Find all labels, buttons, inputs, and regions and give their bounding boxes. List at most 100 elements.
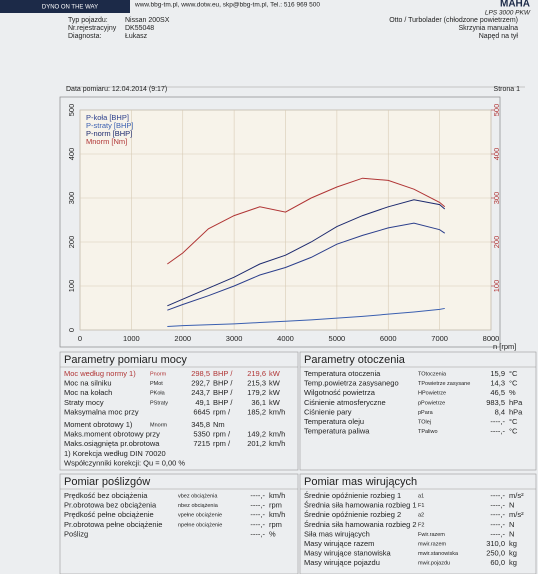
- cell-value: 250,0: [486, 549, 505, 558]
- cell-unit: N: [509, 520, 514, 529]
- legend-entry: P-straty [BHP]: [86, 121, 134, 130]
- x-tick-label: 4000: [277, 334, 294, 343]
- x-tick-label: 0: [78, 334, 82, 343]
- cell-symbol: PMot: [150, 381, 163, 387]
- contact: www.bbg-tm.pl, www.dotw.eu, skp@bbg-tm.p…: [134, 2, 320, 9]
- cell-label: 1) Korekcja według DIN 70020: [64, 449, 166, 458]
- y2-tick-label: 300: [492, 192, 501, 205]
- cell-unit: rpm: [269, 520, 282, 529]
- cell-value: 6645: [193, 407, 210, 416]
- cell-label: Temperatura oleju: [304, 417, 364, 426]
- y2-tick-label: 500: [492, 104, 501, 117]
- cell-value: 292,7: [191, 379, 210, 388]
- cell-symbol: TOlej: [418, 419, 431, 425]
- cell-label: Temperatura paliwa: [304, 427, 370, 436]
- cell-unit: hPa: [509, 407, 523, 416]
- logo: DYNO ON THE WAY: [42, 5, 98, 11]
- cell-label: Współczynniki korekcji: Qu = 0,00 %: [64, 458, 185, 467]
- cell-unit: m/s²: [509, 491, 524, 500]
- cell-unit2: kW: [269, 388, 281, 397]
- series-line: [167, 222, 446, 311]
- cell-value: 15,9: [490, 369, 505, 378]
- cell-value: ----,-: [250, 501, 265, 510]
- cell-symbol: a1: [418, 493, 424, 499]
- cell-unit: rpm /: [213, 407, 231, 416]
- cell-label: Średnia siła hamowania rozbieg 1: [304, 501, 417, 510]
- cell-value: ----,-: [490, 491, 505, 500]
- cell-unit: hPa: [509, 398, 523, 407]
- cell-label: Prędkość pełne obciążenie: [64, 510, 154, 519]
- cell-unit2: kW: [269, 398, 281, 407]
- cell-unit: %: [269, 529, 276, 538]
- cell-label: Straty mocy: [64, 398, 104, 407]
- cell-value: 310,0: [486, 539, 505, 548]
- cell-value: ----,-: [250, 529, 265, 538]
- cell-value: ----,-: [250, 491, 265, 500]
- cell-symbol: TPaliwo: [418, 429, 438, 435]
- cell-unit: %: [509, 388, 516, 397]
- cell-label: Maksymalna moc przy: [64, 407, 139, 416]
- y-tick-label: 500: [67, 104, 76, 117]
- x-tick-label: 8000: [483, 334, 500, 343]
- section-title: Pomiar poślizgów: [64, 476, 150, 488]
- cell-value: 14,3: [490, 379, 505, 388]
- cell-label: Ciśnienie pary: [304, 407, 352, 416]
- cell-unit: km/h: [269, 510, 285, 519]
- cell-unit: rpm: [269, 501, 282, 510]
- cell-symbol: F2: [418, 522, 424, 528]
- cell-unit: °C: [509, 369, 518, 378]
- cell-unit2: kW: [269, 369, 281, 378]
- cell-label: Moc według normy 1): [64, 369, 136, 378]
- cell-label: Masy wirujące stanowiska: [304, 549, 392, 558]
- cell-value2: 149,2: [247, 430, 266, 439]
- cell-value: 983,5: [486, 398, 505, 407]
- cell-symbol: pPara: [418, 410, 434, 416]
- x-axis-label: n [rpm]: [493, 342, 516, 351]
- cell-value: 7215: [193, 439, 210, 448]
- cell-unit: °C: [509, 427, 518, 436]
- cell-label: Wilgotność powietrza: [304, 388, 376, 397]
- legend-entry: Mnorm [Nm]: [86, 137, 127, 146]
- cell-value: 5350: [193, 430, 210, 439]
- y-tick-label: 200: [67, 236, 76, 249]
- y-tick-label: 100: [67, 280, 76, 293]
- field-label: Diagnosta:: [68, 33, 102, 40]
- cell-label: Moc na silniku: [64, 379, 112, 388]
- cell-unit: km/h: [269, 491, 285, 500]
- cell-value: 60,0: [490, 558, 505, 567]
- y-tick-label: 0: [67, 328, 76, 332]
- section-title: Pomiar mas wirujących: [304, 476, 417, 488]
- field-label: Typ pojazdu:: [68, 17, 108, 24]
- cell-unit2: kW: [269, 379, 281, 388]
- cell-unit: °C: [509, 379, 518, 388]
- logo-band: [0, 0, 130, 13]
- engine-info: Otto / Turbolader (chłodzone powietrzem): [389, 17, 518, 24]
- cell-value: 345,8: [191, 420, 210, 429]
- section-title: Parametry pomiaru mocy: [64, 354, 187, 366]
- cell-value: ----,-: [490, 417, 505, 426]
- cell-label: Maks.moment obrotowy przy: [64, 430, 160, 439]
- cell-value2: 215,3: [247, 379, 266, 388]
- cell-value2: 201,2: [247, 439, 266, 448]
- cell-unit: BHP /: [213, 398, 233, 407]
- cell-label: Poślizg: [64, 529, 88, 538]
- x-tick-label: 6000: [380, 334, 397, 343]
- cell-unit2: km/h: [269, 407, 285, 416]
- cell-value: 298,5: [191, 369, 210, 378]
- cell-symbol: PStraty: [150, 400, 168, 406]
- cell-unit: N: [509, 501, 514, 510]
- x-tick-label: 7000: [431, 334, 448, 343]
- cell-label: Pr.obrotowa bez obciążenia: [64, 501, 157, 510]
- cell-label: Moment obrotowy 1): [64, 420, 133, 429]
- cell-label: Ciśnienie atmosferyczne: [304, 398, 386, 407]
- field-value: Łukasz: [125, 33, 148, 40]
- cell-symbol: TOtoczenia: [418, 371, 447, 377]
- y-tick-label: 300: [67, 192, 76, 205]
- cell-symbol: Pnorm: [150, 371, 167, 377]
- engine-info: Skrzynia manualna: [458, 25, 518, 32]
- cell-label: Pr.obrotowa pełne obciążenie: [64, 520, 162, 529]
- cell-value2: 36,1: [251, 398, 266, 407]
- section-box: [59, 351, 299, 471]
- cell-value: ----,-: [490, 427, 505, 436]
